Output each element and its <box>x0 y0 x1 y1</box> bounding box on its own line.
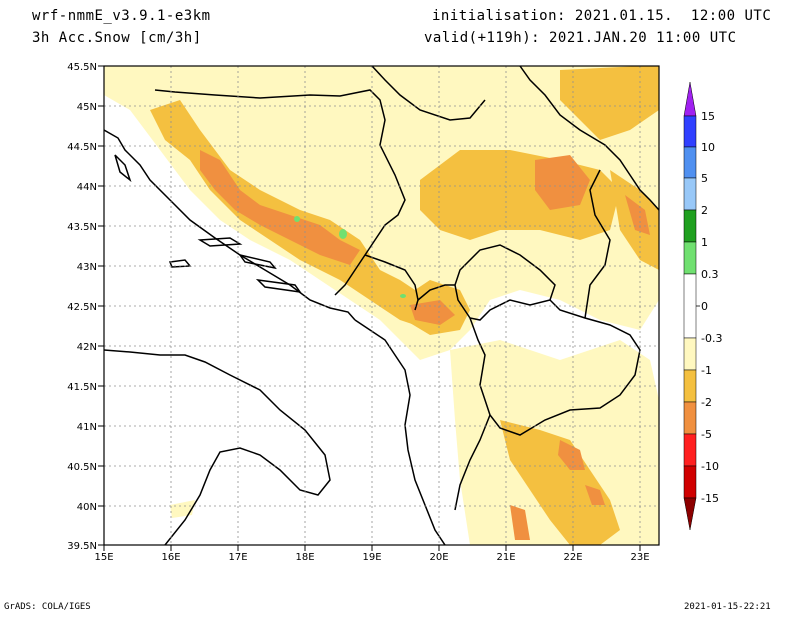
longitude-labels: 15E 16E 17E 18E 19E 20E 21E 22E 23E <box>94 552 649 563</box>
lon-label: 15E <box>94 552 113 563</box>
snow-spot-green-2 <box>294 216 300 222</box>
colorbar-label: 15 <box>701 110 715 123</box>
island-3 <box>255 278 302 293</box>
snow-area-orange-7 <box>625 195 650 235</box>
colorbar-swatch <box>683 433 697 467</box>
lon-label: 20E <box>429 552 448 563</box>
colorbar-label: -2 <box>701 396 712 409</box>
colorbar-swatch <box>683 369 697 403</box>
romania-border <box>519 66 659 211</box>
lat-label: 43N <box>77 262 97 273</box>
lat-label: 40N <box>77 502 97 513</box>
colorbar-label: -1 <box>701 364 712 377</box>
snow-area-orange-4 <box>558 440 585 470</box>
island-1 <box>197 237 243 247</box>
montenegro-border <box>364 254 419 311</box>
lon-label: 16E <box>161 552 180 563</box>
lat-label: 43.5N <box>67 222 97 233</box>
lat-label: 40.5N <box>67 462 97 473</box>
valid-time: valid(+119h): 2021.JAN.20 11:00 UTC <box>424 30 737 46</box>
lon-label: 18E <box>295 552 314 563</box>
lat-label: 44N <box>77 182 97 193</box>
snow-spot-green-3 <box>400 294 406 298</box>
colorbar-label: 10 <box>701 141 715 154</box>
island-5 <box>114 154 132 183</box>
colorbar-label: 1 <box>701 236 708 249</box>
boundaries-layer <box>104 66 659 545</box>
lon-label: 17E <box>228 552 247 563</box>
latitude-labels: 45.5N 45N 44.5N 44N 43.5N 43N 42.5N 42N … <box>67 62 97 552</box>
snow-area-orange-5 <box>585 485 605 505</box>
colorbar-swatch <box>683 273 697 339</box>
macedonia-border <box>469 299 641 436</box>
snow-area-orange-2 <box>535 155 590 210</box>
colorbar-label: -15 <box>701 492 719 505</box>
colorbar-label: -10 <box>701 460 719 473</box>
colorbar-labels: 15 10 5 2 1 0.3 0 -0.3 -1 -2 -5 -10 -15 <box>701 110 722 505</box>
colorbar-label: 2 <box>701 204 708 217</box>
croatia-north-border <box>371 66 486 121</box>
lon-label: 21E <box>496 552 515 563</box>
colorbar-top-arrow <box>683 81 697 117</box>
colorbar-label: -0.3 <box>701 332 722 345</box>
colorbar-label: 5 <box>701 172 708 185</box>
colorbar-swatch <box>683 465 697 499</box>
lat-label: 41.5N <box>67 382 97 393</box>
colorbar-label: 0 <box>701 300 708 313</box>
lat-label: 45.5N <box>67 62 97 73</box>
bulgaria-border <box>584 169 611 319</box>
colorbar-label: -5 <box>701 428 712 441</box>
snow-area-orange-3 <box>410 300 455 325</box>
tick-marks <box>98 65 641 551</box>
lat-label: 44.5N <box>67 142 97 153</box>
model-title: wrf-nmmE_v3.9.1-e3km <box>32 8 211 24</box>
lat-label: 45N <box>77 102 97 113</box>
albania-coastline <box>354 319 446 545</box>
colorbar-swatch <box>683 115 697 148</box>
croatia-coastline <box>104 129 356 321</box>
colorbar-label: 0.3 <box>701 268 719 281</box>
kosovo-border <box>454 244 556 321</box>
colorbar-swatch <box>683 146 697 179</box>
render-timestamp: 2021-01-15-22:21 <box>684 602 771 612</box>
lat-label: 41N <box>77 422 97 433</box>
lon-label: 22E <box>563 552 582 563</box>
snow-spot-green-1 <box>339 229 347 239</box>
lon-label: 23E <box>630 552 649 563</box>
snow-area-yellow-macedonia <box>500 420 620 545</box>
colorbar-swatch <box>683 337 697 371</box>
lat-label: 39.5N <box>67 541 97 552</box>
lon-label: 19E <box>362 552 381 563</box>
greece-north-border <box>454 414 491 511</box>
albania-east-border <box>417 284 455 301</box>
snow-area-pale <box>104 66 659 360</box>
initialisation-time: initialisation: 2021.01.15. 12:00 UTC <box>432 8 772 24</box>
colorbar-bottom-arrow <box>683 497 697 531</box>
colorbar <box>683 81 700 531</box>
snow-area-yellow-dinaric <box>150 100 450 330</box>
snow-area-orange-1 <box>200 150 360 265</box>
snow-area-yellow-serbia-north <box>560 66 659 140</box>
colorbar-swatch <box>683 401 697 435</box>
colorbar-swatch <box>683 177 697 211</box>
snow-field-layer <box>104 66 659 545</box>
field-title: 3h Acc.Snow [cm/3h] <box>32 30 202 46</box>
italy-coastline <box>104 349 331 545</box>
colorbar-swatch <box>683 241 697 275</box>
snow-area-orange-6 <box>510 505 530 540</box>
lat-label: 42N <box>77 342 97 353</box>
lat-label: 42.5N <box>67 302 97 313</box>
colorbar-swatch <box>683 209 697 243</box>
island-2 <box>238 253 277 270</box>
grads-credit: GrADS: COLA/IGES <box>4 602 91 612</box>
